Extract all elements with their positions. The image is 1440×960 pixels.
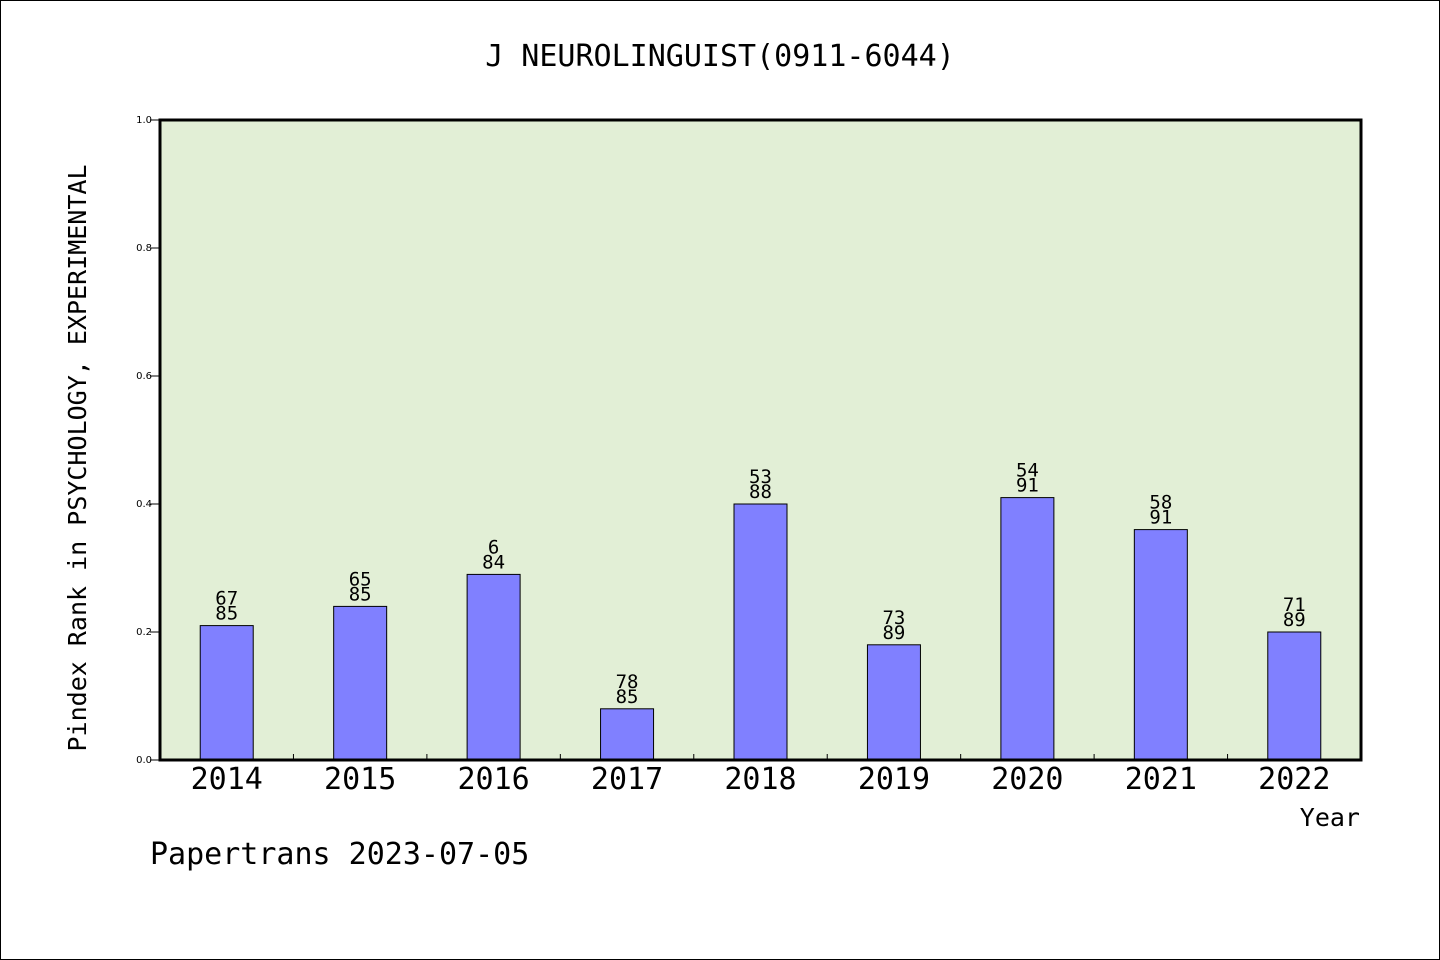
- bar-total-label: 85: [215, 603, 238, 625]
- bar-total-label: 89: [1283, 609, 1306, 631]
- x-tick-label: 2020: [991, 762, 1063, 797]
- y-tick-label: 0.6: [136, 371, 152, 382]
- x-axis-label: Year: [1300, 803, 1360, 832]
- x-tick-label: 2016: [457, 762, 529, 797]
- bar-rank-label: 53: [749, 466, 772, 488]
- bar: [600, 708, 655, 761]
- bar-total-label: 91: [1149, 507, 1172, 529]
- plot-border: [158, 118, 1363, 762]
- bar: [733, 503, 788, 761]
- bar-rank-label: 6: [488, 536, 499, 558]
- bar-total-label: 84: [482, 551, 505, 573]
- x-tick-label: 2015: [324, 762, 396, 797]
- bar: [466, 573, 521, 761]
- bars: [199, 497, 1322, 761]
- y-tick-label: 0.0: [136, 755, 152, 766]
- bar-rank-label: 73: [882, 607, 905, 629]
- x-tick-label: 2017: [591, 762, 663, 797]
- bar: [1267, 631, 1322, 761]
- bar-total-label: 85: [616, 686, 639, 708]
- y-tick-label: 1.0: [136, 115, 152, 126]
- x-tick-label: 2021: [1125, 762, 1197, 797]
- bar-rank-label: 71: [1283, 594, 1306, 616]
- bar: [1000, 497, 1055, 761]
- bar: [866, 644, 921, 761]
- bar-rank-label: 78: [616, 671, 639, 693]
- bar-total-label: 85: [349, 583, 372, 605]
- bar-rank-label: 58: [1149, 492, 1172, 514]
- chart-title: J NEUROLINGUIST(0911-6044): [485, 39, 955, 74]
- bar-rank-label: 54: [1016, 460, 1039, 482]
- y-tick-label: 0.2: [136, 627, 152, 638]
- bar-rank-label: 65: [349, 568, 372, 590]
- y-tick-label: 0.4: [136, 499, 152, 510]
- y-tick-label: 0.8: [136, 243, 152, 254]
- y-axis-ticks: 0.0 0.2 0.4 0.6 0.8 1.0: [136, 115, 160, 766]
- bar-total-label: 88: [749, 481, 772, 503]
- bar: [333, 605, 388, 761]
- bar-total-label: 91: [1016, 475, 1039, 497]
- x-tick-label: 2018: [724, 762, 796, 797]
- bar-rank-label: 67: [215, 588, 238, 610]
- x-tick-label: 2019: [858, 762, 930, 797]
- bar: [199, 625, 254, 761]
- bar: [1133, 529, 1188, 761]
- x-tick-label: 2014: [191, 762, 263, 797]
- y-axis-label: Pindex Rank in PSYCHOLOGY, EXPERIMENTAL: [63, 165, 92, 752]
- x-tick-label: 2022: [1258, 762, 1330, 797]
- bar-total-label: 89: [882, 622, 905, 644]
- x-axis-ticks: 2014 2015 2016 2017 2018 2019 2020 2021 2022: [191, 754, 1330, 797]
- watermark-text: Papertrans 2023-07-05: [150, 837, 529, 872]
